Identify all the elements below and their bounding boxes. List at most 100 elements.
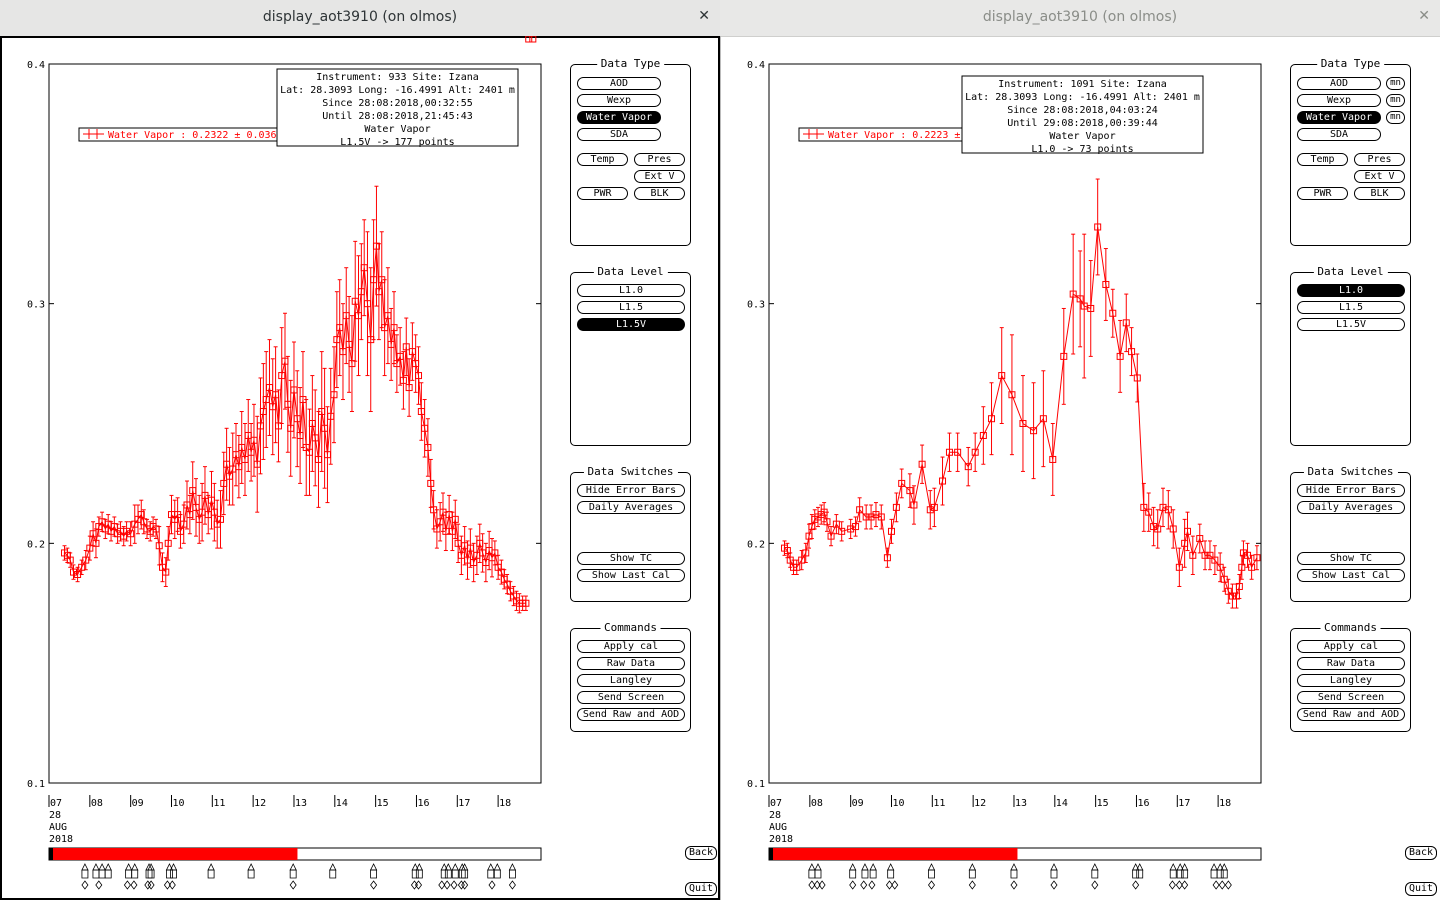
marker-icon[interactable]: [92, 869, 100, 879]
marker-down-icon[interactable]: [1010, 880, 1018, 890]
marker-up-icon[interactable]: [849, 863, 857, 871]
marker-down-icon[interactable]: [1175, 880, 1183, 890]
pres-button[interactable]: Pres: [634, 153, 685, 166]
marker-up-icon[interactable]: [508, 863, 517, 871]
marker-up-icon[interactable]: [861, 863, 869, 871]
marker-icon[interactable]: [861, 869, 869, 879]
pwr-button[interactable]: PWR: [577, 187, 628, 200]
langley-button[interactable]: Langley: [1297, 674, 1405, 687]
marker-icon[interactable]: [1210, 869, 1218, 879]
pwr-button[interactable]: PWR: [1297, 187, 1348, 200]
marker-icon[interactable]: [869, 869, 877, 879]
marker-icon[interactable]: [81, 869, 89, 879]
send-raw-and-aod-button[interactable]: Send Raw and AOD: [577, 708, 685, 721]
marker-up-icon[interactable]: [451, 863, 459, 871]
marker-icon[interactable]: [444, 869, 452, 879]
marker-down-icon[interactable]: [163, 880, 171, 890]
mn-toggle-button[interactable]: mn: [1386, 111, 1405, 124]
raw-data-button[interactable]: Raw Data: [577, 657, 685, 670]
data-type-wexp-button[interactable]: Wexp: [577, 94, 661, 107]
marker-up-icon[interactable]: [1220, 863, 1228, 871]
marker-down-icon[interactable]: [144, 880, 152, 890]
marker-up-icon[interactable]: [247, 863, 255, 871]
marker-down-icon[interactable]: [968, 880, 976, 890]
marker-up-icon[interactable]: [104, 863, 112, 871]
marker-down-icon[interactable]: [818, 880, 826, 890]
data-level-l15v-button[interactable]: L1.5V: [1297, 318, 1405, 331]
close-icon[interactable]: ✕: [1418, 8, 1430, 24]
marker-down-icon[interactable]: [1218, 880, 1226, 890]
show-tc-button[interactable]: Show TC: [577, 552, 685, 565]
marker-icon[interactable]: [1091, 869, 1099, 879]
marker-up-icon[interactable]: [440, 863, 448, 871]
marker-down-icon[interactable]: [370, 880, 378, 890]
marker-up-icon[interactable]: [289, 863, 297, 871]
marker-up-icon[interactable]: [927, 863, 936, 871]
marker-icon[interactable]: [509, 869, 516, 879]
marker-down-icon[interactable]: [860, 880, 868, 890]
mn-toggle-button[interactable]: mn: [1386, 77, 1405, 90]
data-type-water-vapor-button[interactable]: Water Vapor: [577, 111, 661, 124]
marker-icon[interactable]: [1050, 869, 1058, 879]
marker-icon[interactable]: [461, 869, 469, 879]
data-type-aod-button[interactable]: AOD: [577, 77, 661, 90]
title-bar[interactable]: display_aot3910 (on olmos) ✕: [0, 0, 720, 37]
marker-down-icon[interactable]: [415, 880, 423, 890]
hide-error-bars-button[interactable]: Hide Error Bars: [1297, 484, 1405, 497]
marker-up-icon[interactable]: [92, 863, 100, 871]
marker-icon[interactable]: [98, 869, 106, 879]
marker-icon[interactable]: [370, 869, 377, 879]
back-button[interactable]: Back: [685, 846, 718, 860]
send-raw-and-aod-button[interactable]: Send Raw and AOD: [1297, 708, 1405, 721]
marker-up-icon[interactable]: [124, 863, 133, 871]
title-bar[interactable]: display_aot3910 (on olmos) ✕: [720, 0, 1440, 37]
marker-up-icon[interactable]: [493, 863, 501, 871]
data-level-l10-button[interactable]: L1.0: [577, 284, 685, 297]
data-level-l10-button[interactable]: L1.0: [1297, 284, 1405, 297]
marker-icon[interactable]: [1136, 869, 1144, 879]
data-level-l15-button[interactable]: L1.5: [577, 301, 685, 314]
apply-cal-button[interactable]: Apply cal: [577, 640, 685, 653]
marker-icon[interactable]: [1132, 869, 1140, 879]
data-type-aod-button[interactable]: AOD: [1297, 77, 1381, 90]
marker-down-icon[interactable]: [457, 880, 465, 890]
quit-button[interactable]: Quit: [1405, 882, 1438, 896]
time-range-start-handle[interactable]: [769, 848, 773, 860]
marker-icon[interactable]: [289, 869, 297, 879]
marker-icon[interactable]: [1181, 869, 1189, 879]
marker-down-icon[interactable]: [808, 880, 816, 890]
marker-down-icon[interactable]: [168, 880, 176, 890]
marker-down-icon[interactable]: [461, 880, 469, 890]
marker-up-icon[interactable]: [1091, 863, 1099, 871]
marker-down-icon[interactable]: [81, 880, 89, 890]
marker-down-icon[interactable]: [289, 880, 297, 890]
marker-icon[interactable]: [1216, 869, 1224, 879]
marker-down-icon[interactable]: [1091, 880, 1099, 890]
marker-down-icon[interactable]: [95, 880, 103, 890]
marker-icon[interactable]: [247, 869, 255, 879]
marker-down-icon[interactable]: [928, 880, 936, 890]
pres-button[interactable]: Pres: [1354, 153, 1405, 166]
marker-up-icon[interactable]: [1136, 863, 1144, 871]
marker-down-icon[interactable]: [891, 880, 899, 890]
marker-icon[interactable]: [145, 869, 153, 879]
back-button[interactable]: Back: [1405, 846, 1438, 860]
marker-up-icon[interactable]: [1050, 863, 1058, 871]
marker-icon[interactable]: [411, 869, 419, 879]
marker-down-icon[interactable]: [123, 880, 131, 890]
mn-toggle-button[interactable]: mn: [1386, 94, 1405, 107]
marker-down-icon[interactable]: [1050, 880, 1058, 890]
temp-button[interactable]: Temp: [577, 153, 628, 166]
langley-button[interactable]: Langley: [577, 674, 685, 687]
marker-icon[interactable]: [814, 869, 822, 879]
marker-icon[interactable]: [1220, 869, 1228, 879]
marker-icon[interactable]: [928, 869, 935, 879]
marker-up-icon[interactable]: [131, 863, 139, 871]
data-level-l15v-button[interactable]: L1.5V: [577, 318, 685, 331]
marker-icon[interactable]: [415, 869, 423, 879]
marker-down-icon[interactable]: [443, 880, 451, 890]
hide-error-bars-button[interactable]: Hide Error Bars: [577, 484, 685, 497]
blk-button[interactable]: BLK: [634, 187, 685, 200]
marker-icon[interactable]: [968, 869, 976, 879]
marker-icon[interactable]: [451, 869, 459, 879]
